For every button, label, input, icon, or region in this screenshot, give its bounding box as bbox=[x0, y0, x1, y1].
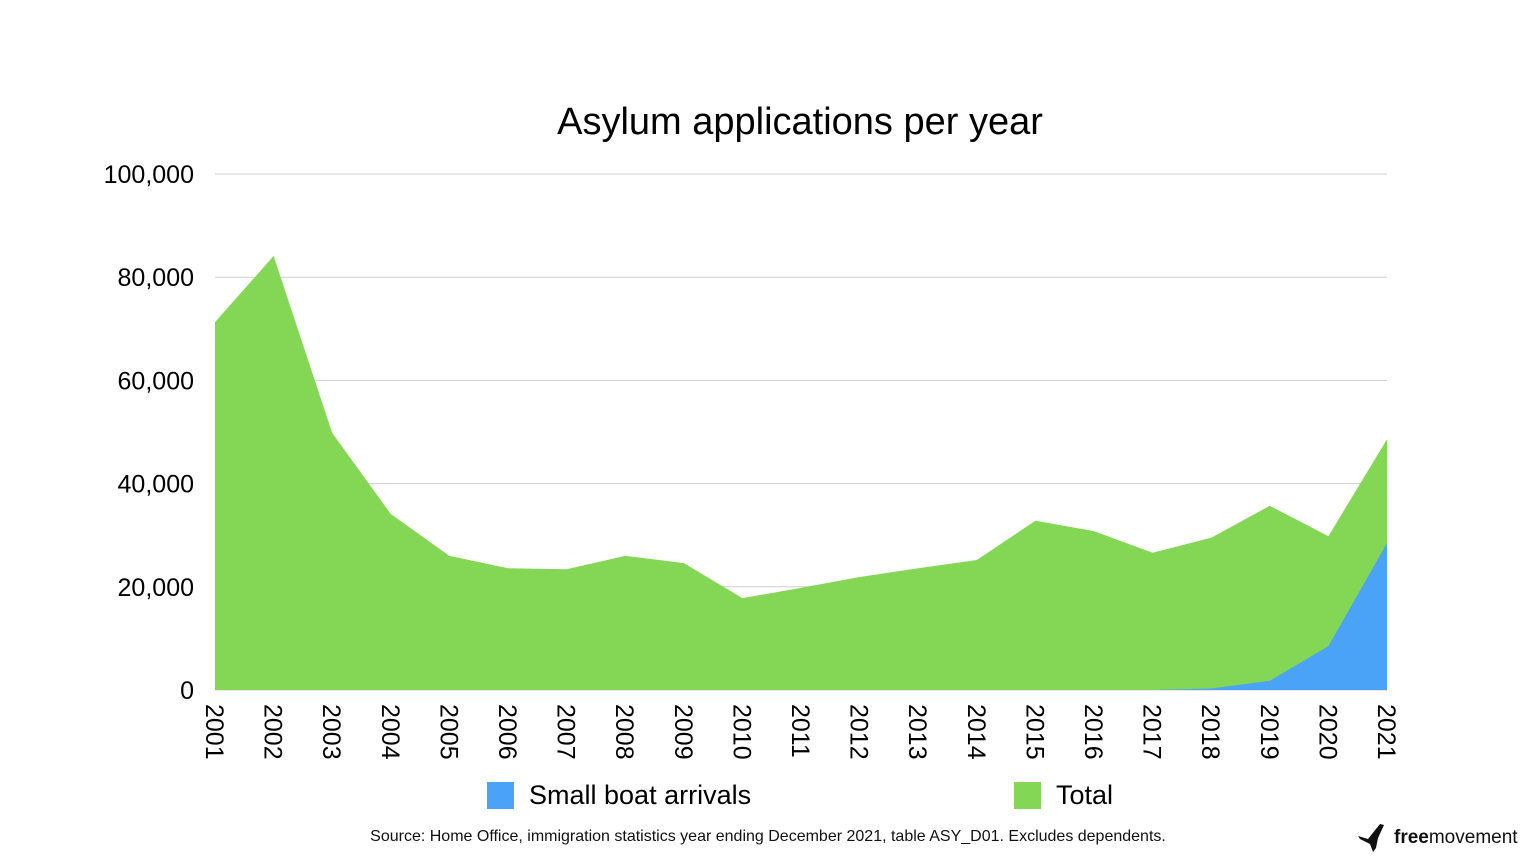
legend-swatch bbox=[1014, 782, 1041, 809]
x-tick-label: 2007 bbox=[552, 704, 580, 760]
chart-title: Asylum applications per year bbox=[557, 101, 1043, 143]
x-tick-label: 2006 bbox=[493, 704, 521, 760]
legend-swatch bbox=[487, 782, 514, 809]
source-note: Source: Home Office, immigration statist… bbox=[370, 828, 1166, 845]
y-tick-label: 40,000 bbox=[118, 471, 194, 499]
x-tick-label: 2010 bbox=[727, 704, 755, 760]
x-tick-label: 2005 bbox=[434, 704, 462, 760]
x-tick-label: 2019 bbox=[1255, 704, 1283, 760]
legend-label: Small boat arrivals bbox=[529, 780, 751, 810]
y-tick-label: 100,000 bbox=[104, 161, 194, 189]
x-tick-label: 2021 bbox=[1372, 704, 1400, 760]
x-tick-label: 2018 bbox=[1196, 704, 1224, 760]
y-tick-label: 0 bbox=[180, 677, 194, 705]
x-tick-label: 2014 bbox=[962, 704, 990, 760]
bird-logo-icon bbox=[1358, 824, 1384, 852]
freemovement-logo: freemovement bbox=[1356, 822, 1518, 854]
x-tick-label: 2015 bbox=[1020, 704, 1048, 760]
x-tick-label: 2003 bbox=[317, 704, 345, 760]
x-tick-label: 2020 bbox=[1313, 704, 1341, 760]
y-tick-label: 80,000 bbox=[118, 264, 194, 292]
x-tick-label: 2017 bbox=[1138, 704, 1166, 760]
logo-text-bold: free bbox=[1394, 827, 1429, 848]
area-chart: Asylum applications per year 0 20,000 40,0… bbox=[104, 101, 1400, 810]
x-tick-label: 2009 bbox=[669, 704, 697, 760]
x-tick-label: 2002 bbox=[259, 704, 287, 760]
logo-text-regular: movement bbox=[1428, 827, 1518, 848]
area-total bbox=[215, 256, 1387, 690]
legend-label: Total bbox=[1056, 780, 1113, 810]
y-tick-label: 60,000 bbox=[118, 367, 194, 395]
y-tick-label: 20,000 bbox=[118, 574, 194, 602]
x-tick-label: 2013 bbox=[903, 704, 931, 760]
x-tick-label: 2016 bbox=[1079, 704, 1107, 760]
x-tick-label: 2008 bbox=[610, 704, 638, 760]
x-tick-label: 2012 bbox=[845, 704, 873, 760]
x-tick-label: 2011 bbox=[786, 704, 814, 758]
x-tick-label: 2004 bbox=[376, 704, 404, 760]
x-tick-label: 2001 bbox=[200, 704, 228, 760]
